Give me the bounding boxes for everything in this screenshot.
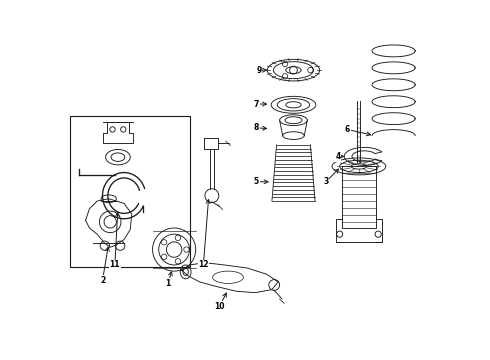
Text: 5: 5 [254, 177, 259, 186]
Text: 1: 1 [165, 279, 171, 288]
Text: 9: 9 [256, 66, 262, 75]
Text: 8: 8 [254, 123, 259, 132]
Text: 3: 3 [323, 177, 328, 186]
Text: 6: 6 [345, 125, 350, 134]
Text: 10: 10 [214, 302, 225, 311]
Bar [342, 166, 376, 228]
Text: 7: 7 [254, 99, 259, 108]
Text: 2: 2 [100, 276, 105, 285]
Text: 11: 11 [110, 261, 120, 269]
Bar [70, 116, 190, 266]
Text: 4: 4 [336, 152, 341, 161]
Text: 12: 12 [198, 261, 209, 269]
